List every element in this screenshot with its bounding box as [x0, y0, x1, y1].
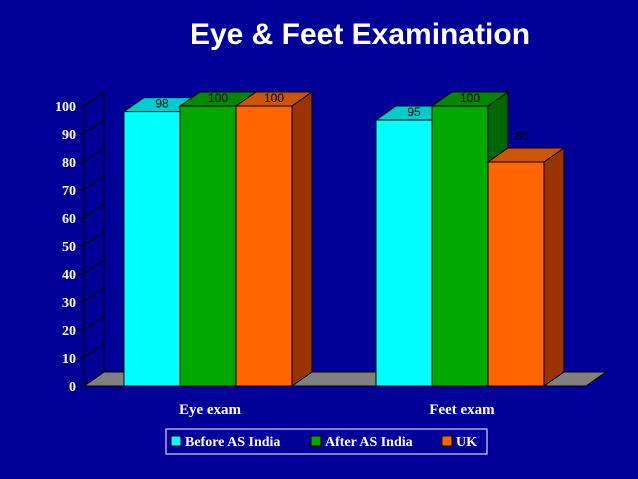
data-label: 80 — [515, 129, 529, 143]
y-tick-depth — [83, 91, 105, 107]
y-tick-depth — [83, 287, 105, 303]
data-label: 95 — [407, 105, 421, 119]
y-tick-depth — [83, 175, 105, 191]
data-label: 100 — [460, 91, 480, 105]
bar-side-face — [291, 91, 313, 387]
y-tick-depth — [83, 315, 105, 331]
bar-front-face — [179, 105, 237, 387]
bar-series: 98 100 100 95 100 80 — [122, 91, 566, 387]
legend-label: UK — [456, 435, 477, 450]
bar-front-face — [431, 105, 489, 387]
y-tick-depth — [83, 147, 105, 163]
x-axis-categories: Eye exam Feet exam — [179, 402, 495, 418]
bar-front-face — [487, 161, 545, 387]
y-tick-label: 50 — [62, 240, 76, 255]
bar-side-face — [543, 147, 565, 387]
bar-front-face — [375, 119, 433, 387]
y-tick-depth — [83, 343, 105, 359]
y-tick-label: 80 — [62, 156, 76, 171]
bar: 100 — [234, 91, 314, 387]
bar-front-face — [123, 111, 181, 387]
y-tick-label: 90 — [62, 128, 76, 143]
y-tick-label: 0 — [69, 380, 76, 395]
y-tick-depth — [83, 259, 105, 275]
data-label: 100 — [208, 91, 228, 105]
legend: Before AS India After AS India UK — [165, 428, 488, 455]
y-tick-label: 100 — [55, 100, 76, 115]
y-tick-label: 20 — [62, 324, 76, 339]
y-tick-depth — [83, 203, 105, 219]
y-tick-label: 70 — [62, 184, 76, 199]
legend-swatch — [310, 435, 322, 447]
legend-box — [165, 428, 488, 455]
category-label: Eye exam — [179, 402, 242, 418]
bar-front-face — [235, 105, 293, 387]
data-label: 100 — [264, 91, 284, 105]
legend-swatch — [170, 435, 182, 447]
y-tick-depth — [83, 119, 105, 135]
y-tick-label: 40 — [62, 268, 76, 283]
y-axis-ticks: 0 10 20 30 40 50 60 70 80 90 100 — [55, 91, 105, 395]
bar: 80 — [486, 129, 566, 387]
chart-title: Eye & Feet Examination — [189, 18, 531, 51]
legend-label: Before AS India — [185, 435, 280, 450]
y-tick-depth — [83, 231, 105, 247]
y-tick-depth — [83, 371, 105, 387]
legend-label: After AS India — [325, 435, 413, 450]
data-label: 98 — [155, 97, 169, 111]
y-tick-label: 10 — [62, 352, 76, 367]
category-label: Feet exam — [429, 402, 495, 418]
y-tick-label: 30 — [62, 296, 76, 311]
y-tick-label: 60 — [62, 212, 76, 227]
legend-swatch — [441, 435, 453, 447]
